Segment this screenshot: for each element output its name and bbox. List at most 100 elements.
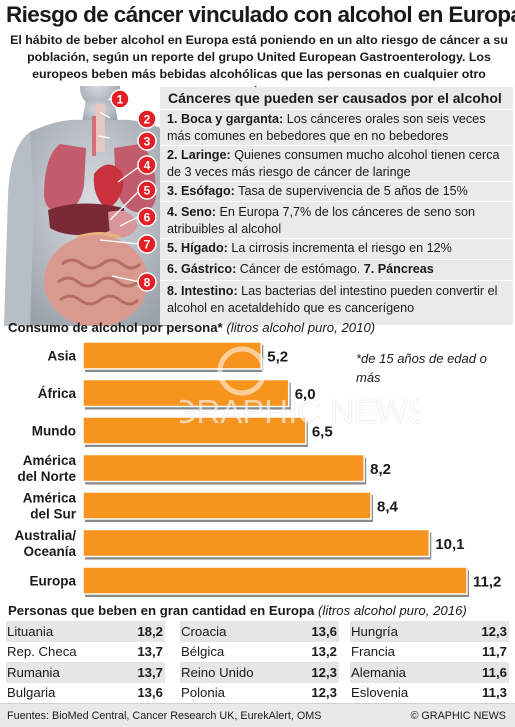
marker-1: 1: [110, 89, 130, 109]
table-row: Hungría 12,3: [350, 621, 509, 642]
table-column: Croacia 13,6 Bélgica 13,2 Reino Unido 12,3 …: [180, 621, 339, 703]
country-value: 13,7: [137, 644, 163, 660]
country-name: Polonia: [181, 685, 225, 701]
cancer-item-gastric: 6. Gástrico: Cáncer de estómago. 7. Pánc…: [167, 261, 509, 278]
marker-2: 2: [137, 109, 157, 129]
country-name: Francia: [351, 644, 395, 660]
table-row: Croacia 13,6: [180, 621, 339, 642]
divider: [160, 109, 513, 110]
value-label: 8,4: [377, 499, 399, 516]
cancer-item-liver: 5. Hígado: La cirrosis incrementa el rie…: [167, 240, 509, 257]
svg-text:7: 7: [144, 238, 151, 252]
cancer-item-larynx: 2. Laringe: Quienes consumen mucho alcoh…: [167, 147, 509, 180]
country-name: Hungría: [351, 623, 398, 639]
bar: [82, 566, 468, 595]
marker-6: 6: [137, 207, 157, 227]
table-row: Alemania 11,6: [350, 662, 509, 683]
country-value: 12,3: [311, 685, 337, 701]
table-title-note: (litros alcohol puro, 2016): [318, 603, 467, 618]
cancer-types-panel: Cánceres que pueden ser causados por el …: [160, 87, 513, 325]
cancer-panel-heading: Cánceres que pueden ser causados por el …: [168, 90, 502, 106]
table-title: Personas que beben en gran cantidad en E…: [8, 603, 467, 618]
country-name: Bulgaria: [7, 685, 56, 701]
country-value: 11,3: [482, 685, 507, 701]
country-name: Lituania: [7, 623, 54, 639]
cancer-item-text: Cáncer de estómago.: [239, 262, 361, 276]
country-value: 13,6: [311, 623, 337, 639]
svg-text:4: 4: [144, 159, 151, 173]
trachea-shape: [95, 104, 105, 152]
credit-text: © GRAPHIC NEWS: [410, 710, 506, 722]
cancer-item-label: 1. Boca y garganta:: [167, 112, 284, 126]
chart-footnote: *de 15 años de edad o más: [356, 351, 487, 385]
country-value: 18,2: [137, 623, 163, 639]
cancer-item-text: Las bacterias del intestino pueden conve…: [167, 284, 498, 315]
cancer-item-breast: 4. Seno: En Europa 7,7% de los cánceres …: [167, 204, 509, 237]
category-label: Mundo: [32, 424, 76, 439]
divider: [160, 280, 513, 281]
sources-text: Fuentes: BioMed Central, Cancer Research…: [7, 710, 322, 722]
cancer-item-esophagus: 3. Esófago: Tasa de supervivencia de 5 a…: [167, 183, 509, 200]
alcohol-consumption-chart: Asia 5,2 África 6,0 Mundo 6,5 América del Norte…: [14, 341, 501, 597]
country-name: Alemania: [351, 664, 406, 680]
table-column: Hungría 12,3 Francia 11,7 Alemania 11,6 Esl…: [350, 621, 509, 703]
country-name: Rep. Checa: [7, 644, 77, 660]
bar: [82, 341, 263, 370]
anatomy-illustration: 1 2 3 4 5 6 7 8: [0, 86, 175, 326]
value-label: 6,0: [295, 386, 316, 403]
svg-text:6: 6: [144, 211, 151, 225]
svg-text:8: 8: [144, 276, 151, 290]
country-value: 12,3: [481, 623, 507, 639]
cancer-item-text: Quienes consumen mucho alcohol tienen ce…: [167, 148, 500, 179]
category-label: América del Sur: [23, 491, 77, 522]
table-row: Polonia 12,3: [180, 683, 339, 704]
intestines-shape: [44, 235, 148, 326]
cancer-item-text: La cirrosis incrementa el riesgo en 12%: [231, 241, 452, 255]
cancer-item-text: Los cánceres orales son seis veces más c…: [167, 112, 486, 143]
country-value: 13,2: [311, 644, 337, 660]
value-label: 5,2: [267, 349, 288, 366]
country-value: 13,7: [137, 664, 163, 680]
marker-4: 4: [137, 155, 157, 175]
table-row: Bulgaria 13,6: [6, 683, 165, 704]
liver-shape: [48, 203, 125, 236]
value-label: 6,5: [312, 424, 333, 441]
country-name: Bélgica: [181, 644, 225, 660]
bar: [82, 453, 365, 483]
country-name: Rumania: [7, 664, 60, 680]
bar: [82, 528, 431, 558]
cancer-item-label: 5. Hígado:: [167, 241, 228, 255]
country-value: 11,6: [482, 664, 507, 680]
table-row: Rep. Checa 13,7: [6, 642, 165, 663]
cancer-item-label: 4. Seno:: [167, 205, 216, 219]
value-label: 11,2: [473, 574, 501, 591]
marker-5: 5: [137, 180, 157, 200]
cancer-item-mouth: 1. Boca y garganta: Los cánceres orales …: [167, 111, 509, 144]
heart-shape: [93, 164, 124, 210]
footer: Fuentes: BioMed Central, Cancer Research…: [0, 703, 515, 727]
cancer-item-intestine: 8. Intestino: Las bacterias del intestin…: [167, 283, 509, 316]
country-name: Croacia: [181, 623, 227, 639]
lungs-shape: [44, 144, 86, 213]
category-label: África: [38, 386, 77, 401]
table-column: Lituania 18,2 Rep. Checa 13,7 Rumania 13,7 …: [6, 621, 165, 703]
table-row: Francia 11,7: [350, 642, 509, 663]
bar: [82, 378, 290, 408]
svg-text:1: 1: [117, 93, 124, 107]
table-title-main: Personas que beben en gran cantidad en E…: [8, 603, 315, 618]
svg-text:3: 3: [144, 135, 151, 149]
table-row: Eslovenia 11,3: [350, 683, 509, 704]
country-name: Reino Unido: [181, 664, 254, 680]
cancer-item-label: 3. Esófago:: [167, 184, 235, 198]
cancer-item-text: En Europa 7,7% de los cánceres de seno s…: [167, 205, 476, 236]
category-label: Asia: [47, 349, 76, 364]
table-row: Lituania 18,2: [6, 621, 165, 642]
category-label: América del Norte: [17, 453, 76, 484]
arm-shape: [4, 132, 34, 326]
divider: [160, 201, 513, 202]
svg-text:2: 2: [144, 113, 151, 127]
marker-8: 8: [137, 272, 157, 292]
country-name: Eslovenia: [351, 685, 409, 701]
page-title: Riesgo de cáncer vinculado con alcohol e…: [6, 2, 515, 27]
country-value: 13,6: [137, 685, 163, 701]
